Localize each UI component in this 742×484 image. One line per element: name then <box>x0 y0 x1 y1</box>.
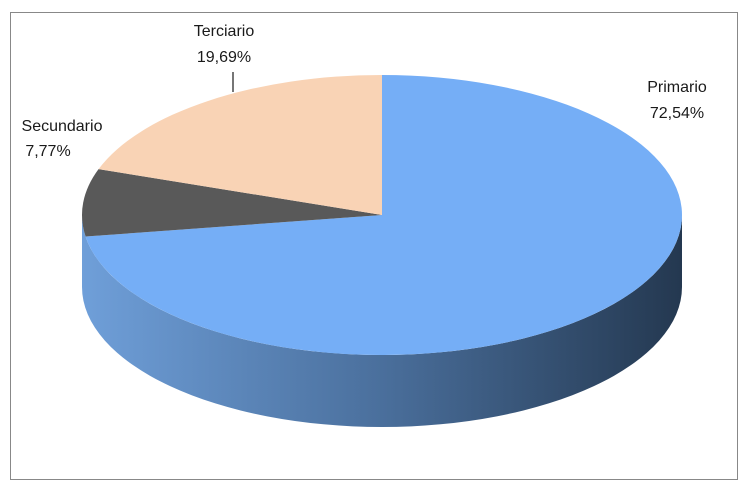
pie-side-primario <box>82 215 682 427</box>
label-terciario-value: 19,69% <box>197 49 251 66</box>
label-primario-name: Primario <box>647 79 707 96</box>
pie-sides <box>82 215 682 427</box>
label-terciario-name: Terciario <box>194 23 255 40</box>
label-secundario-name: Secundario <box>22 118 103 135</box>
label-primario-value: 72,54% <box>650 105 704 122</box>
slice-labels: Terciario 19,69% Primario 72,54% Secunda… <box>22 23 707 160</box>
pie-slice-secundario <box>81 169 382 237</box>
pie-slice-primario <box>85 75 682 355</box>
pie-slices <box>81 75 682 355</box>
pie-slice-terciario <box>98 75 382 215</box>
label-secundario-value: 7,77% <box>25 143 70 160</box>
